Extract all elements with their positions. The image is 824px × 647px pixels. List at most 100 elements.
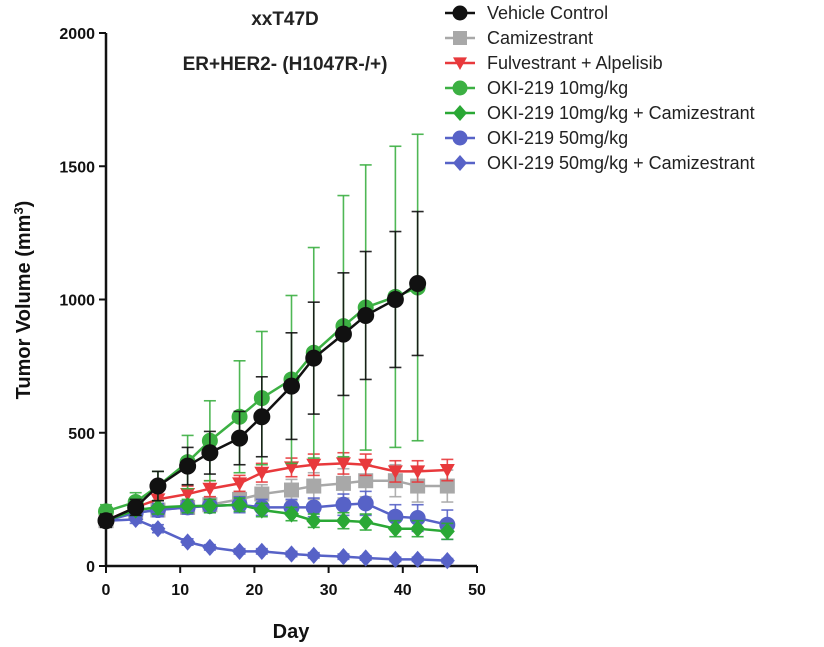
data-point — [409, 275, 427, 293]
y-tick-label: 2000 — [59, 26, 95, 43]
legend-item: Fulvestrant + Alpelisib — [445, 53, 663, 73]
legend-marker — [453, 31, 467, 45]
x-tick-label: 40 — [394, 582, 412, 599]
data-point — [202, 497, 218, 515]
data-point — [334, 325, 352, 343]
data-point — [439, 464, 455, 478]
data-point — [439, 522, 455, 540]
data-point — [180, 488, 196, 502]
y-axis-title-superscript: 3 — [11, 207, 26, 214]
data-point — [232, 477, 248, 491]
series-3 — [98, 133, 426, 520]
x-tick-label: 50 — [468, 582, 486, 599]
legend-item: OKI-219 10mg/kg — [445, 78, 628, 98]
x-axis-ticks: 0 10 20 30 40 50 — [102, 566, 486, 599]
x-tick-label: 0 — [102, 582, 111, 599]
legend-marker — [452, 130, 468, 146]
legend-marker — [452, 80, 468, 96]
plot-area — [97, 33, 477, 570]
data-point — [201, 444, 219, 462]
legend-label: Fulvestrant + Alpelisib — [487, 53, 663, 73]
data-point — [306, 546, 322, 564]
data-point — [284, 505, 299, 523]
data-point — [254, 542, 270, 560]
data-point — [439, 478, 455, 494]
data-point — [97, 512, 115, 530]
data-point — [410, 520, 426, 538]
data-point — [284, 461, 299, 475]
legend: Vehicle Control Camizestrant Fulvestrant +… — [445, 3, 755, 173]
legend-item: OKI-219 50mg/kg + Camizestrant — [445, 153, 755, 173]
legend-label: Camizestrant — [487, 28, 593, 48]
data-point — [150, 520, 166, 538]
data-point — [410, 465, 426, 479]
data-point — [284, 545, 299, 563]
legend-label: OKI-219 10mg/kg + Camizestrant — [487, 103, 755, 123]
data-point — [439, 552, 455, 570]
legend-marker — [453, 57, 467, 70]
series-line — [105, 462, 448, 522]
data-point — [335, 512, 351, 530]
data-point — [358, 549, 374, 567]
x-tick-label: 30 — [320, 582, 338, 599]
legend-marker — [453, 104, 467, 122]
data-point — [335, 475, 351, 491]
data-point — [149, 477, 167, 495]
data-point — [232, 542, 248, 560]
data-point — [305, 349, 323, 367]
chart-title: xxT47D — [251, 9, 319, 30]
legend-item: Camizestrant — [445, 28, 593, 48]
legend-item: OKI-219 50mg/kg — [445, 128, 628, 148]
data-point — [202, 482, 218, 497]
data-point — [127, 498, 145, 516]
data-point — [254, 501, 270, 519]
data-point — [358, 473, 374, 489]
data-point — [284, 482, 299, 498]
x-tick-label: 10 — [171, 582, 189, 599]
legend-item: OKI-219 10mg/kg + Camizestrant — [445, 103, 755, 123]
data-point — [179, 457, 197, 475]
chart-title-group: xxT47D ER+HER2- (H1047R-/+) — [183, 9, 388, 75]
legend-label: OKI-219 10mg/kg — [487, 78, 628, 98]
data-point — [306, 478, 322, 494]
data-point — [306, 512, 322, 530]
data-point — [410, 550, 426, 568]
data-point — [254, 466, 270, 481]
data-point — [335, 496, 352, 513]
data-point — [335, 548, 351, 566]
data-point — [180, 533, 196, 551]
y-axis-title-main: Tumor Volume (mm — [13, 215, 35, 400]
data-point — [283, 377, 300, 395]
y-axis-title: Tumor Volume (mm3) — [11, 201, 35, 400]
data-point — [231, 429, 249, 447]
data-point — [387, 520, 403, 538]
data-point — [357, 306, 375, 324]
data-point — [202, 538, 218, 556]
data-point — [180, 497, 196, 515]
data-point — [253, 408, 271, 426]
y-tick-label: 0 — [86, 559, 95, 576]
legend-label: OKI-219 50mg/kg — [487, 128, 628, 148]
y-axis-ticks: 0 500 1000 1500 2000 — [59, 26, 106, 576]
data-point — [150, 498, 166, 516]
chart-subtitle: ER+HER2- (H1047R-/+) — [183, 54, 388, 75]
y-tick-label: 500 — [68, 426, 95, 443]
data-point — [358, 458, 374, 473]
data-point — [386, 291, 404, 308]
data-point — [254, 486, 270, 502]
data-point — [387, 550, 403, 568]
x-tick-label: 20 — [246, 582, 264, 599]
legend-item: Vehicle Control — [445, 3, 608, 23]
y-axis-title-close: ) — [13, 201, 35, 208]
legend-label: Vehicle Control — [487, 3, 608, 23]
data-point — [387, 465, 403, 479]
data-point — [358, 513, 374, 531]
data-point — [357, 495, 374, 512]
legend-marker — [452, 5, 468, 21]
x-axis-title: Day — [273, 621, 311, 643]
y-tick-label: 1000 — [59, 293, 95, 310]
data-point — [306, 458, 322, 473]
y-tick-label: 1500 — [59, 159, 95, 176]
series-0 — [97, 210, 427, 530]
